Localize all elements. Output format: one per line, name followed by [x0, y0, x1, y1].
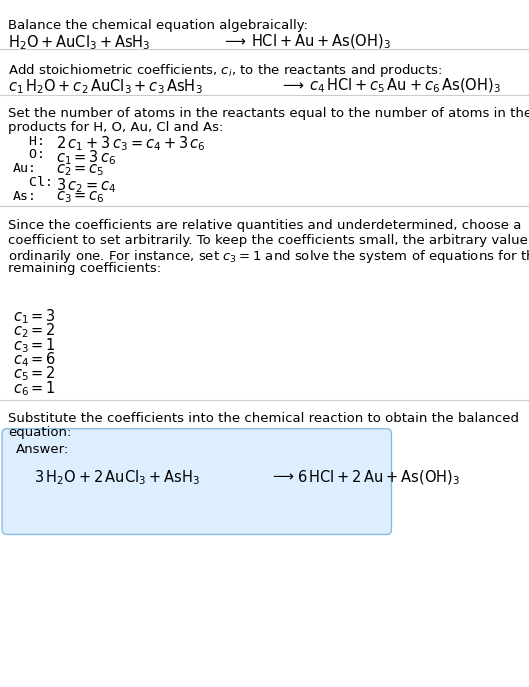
Text: $\mathrm{H_2O + AuCl_3 + AsH_3}$: $\mathrm{H_2O + AuCl_3 + AsH_3}$	[8, 33, 151, 52]
Text: Au:: Au:	[13, 162, 37, 175]
Text: $\longrightarrow$: $\longrightarrow$	[270, 469, 295, 484]
Text: $c_1 = 3\,c_6$: $c_1 = 3\,c_6$	[56, 148, 116, 167]
Text: Answer:: Answer:	[16, 443, 69, 456]
Text: $c_5 = 2$: $c_5 = 2$	[13, 365, 56, 383]
Text: $c_3 = c_6$: $c_3 = c_6$	[56, 190, 104, 205]
Text: $\longrightarrow$: $\longrightarrow$	[280, 77, 305, 92]
Text: $6\,\mathrm{HCl} + 2\,\mathrm{Au} + \mathrm{As(OH)_3}$: $6\,\mathrm{HCl} + 2\,\mathrm{Au} + \mat…	[297, 469, 460, 487]
Text: O:: O:	[13, 148, 45, 161]
Text: Substitute the coefficients into the chemical reaction to obtain the balanced: Substitute the coefficients into the che…	[8, 412, 519, 425]
Text: $c_2 = c_5$: $c_2 = c_5$	[56, 162, 104, 178]
Text: remaining coefficients:: remaining coefficients:	[8, 262, 161, 275]
Text: $c_1\,\mathrm{H_2O} + c_2\,\mathrm{AuCl_3} + c_3\,\mathrm{AsH_3}$: $c_1\,\mathrm{H_2O} + c_2\,\mathrm{AuCl_…	[8, 77, 203, 95]
Text: $2\,c_1 + 3\,c_3 = c_4 + 3\,c_6$: $2\,c_1 + 3\,c_3 = c_4 + 3\,c_6$	[56, 135, 205, 153]
Text: coefficient to set arbitrarily. To keep the coefficients small, the arbitrary va: coefficient to set arbitrarily. To keep …	[8, 234, 529, 247]
Text: $3\,c_2 = c_4$: $3\,c_2 = c_4$	[56, 176, 116, 194]
Text: $c_3 = 1$: $c_3 = 1$	[13, 336, 56, 354]
Text: Since the coefficients are relative quantities and underdetermined, choose a: Since the coefficients are relative quan…	[8, 219, 521, 232]
Text: $c_1 = 3$: $c_1 = 3$	[13, 307, 56, 326]
Text: Set the number of atoms in the reactants equal to the number of atoms in the: Set the number of atoms in the reactants…	[8, 107, 529, 120]
Text: $c_6 = 1$: $c_6 = 1$	[13, 379, 56, 398]
Text: Balance the chemical equation algebraically:: Balance the chemical equation algebraica…	[8, 19, 308, 32]
FancyBboxPatch shape	[2, 429, 391, 534]
Text: ordinarily one. For instance, set $c_3 = 1$ and solve the system of equations fo: ordinarily one. For instance, set $c_3 =…	[8, 248, 529, 265]
Text: $\longrightarrow$: $\longrightarrow$	[222, 33, 247, 48]
Text: equation:: equation:	[8, 426, 71, 439]
Text: $c_4\,\mathrm{HCl} + c_5\,\mathrm{Au} + c_6\,\mathrm{As(OH)_3}$: $c_4\,\mathrm{HCl} + c_5\,\mathrm{Au} + …	[309, 77, 501, 95]
Text: Add stoichiometric coefficients, $c_i$, to the reactants and products:: Add stoichiometric coefficients, $c_i$, …	[8, 62, 442, 79]
Text: As:: As:	[13, 190, 37, 203]
Text: $c_2 = 2$: $c_2 = 2$	[13, 322, 56, 340]
Text: Cl:: Cl:	[13, 176, 53, 189]
Text: $3\,\mathrm{H_2O} + 2\,\mathrm{AuCl_3} + \mathrm{AsH_3}$: $3\,\mathrm{H_2O} + 2\,\mathrm{AuCl_3} +…	[34, 469, 200, 487]
Text: H:: H:	[13, 135, 45, 148]
Text: products for H, O, Au, Cl and As:: products for H, O, Au, Cl and As:	[8, 121, 223, 134]
Text: $\mathrm{HCl + Au + As(OH)_3}$: $\mathrm{HCl + Au + As(OH)_3}$	[251, 33, 391, 52]
Text: $c_4 = 6$: $c_4 = 6$	[13, 350, 57, 369]
